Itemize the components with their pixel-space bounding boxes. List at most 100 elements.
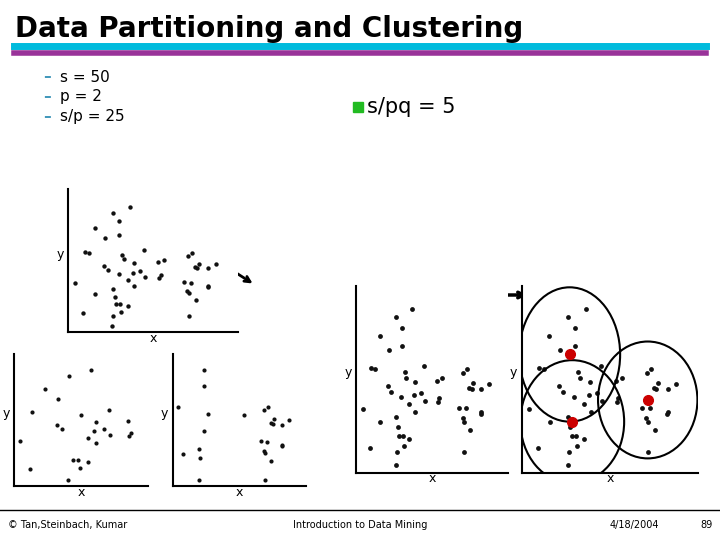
Point	[123, 432, 135, 441]
Point	[193, 445, 204, 454]
Point	[570, 432, 582, 441]
Point	[202, 281, 214, 290]
Point	[138, 246, 150, 254]
Point	[457, 414, 469, 423]
Point	[104, 406, 115, 415]
Point	[459, 448, 470, 456]
Point	[153, 274, 165, 282]
Point	[258, 406, 270, 415]
Y-axis label: y: y	[161, 407, 168, 420]
Point	[268, 415, 279, 424]
Y-axis label: y: y	[344, 366, 352, 379]
Point	[117, 251, 128, 260]
Point	[523, 405, 535, 414]
Point	[636, 403, 648, 412]
Point	[198, 427, 210, 436]
Point	[585, 408, 596, 416]
Point	[56, 425, 68, 434]
Point	[79, 247, 91, 256]
Point	[155, 271, 166, 279]
Text: © Tan,Steinbach, Kumar: © Tan,Steinbach, Kumar	[8, 520, 127, 530]
Text: Introduction to Data Mining: Introduction to Data Mining	[293, 520, 427, 530]
Point	[184, 289, 195, 298]
Point	[202, 410, 214, 418]
Point	[85, 366, 96, 375]
Text: –: –	[43, 70, 50, 84]
Point	[410, 408, 421, 416]
Point	[595, 362, 607, 370]
Point	[553, 382, 564, 390]
Point	[158, 255, 170, 264]
Point	[662, 385, 674, 394]
Point	[644, 404, 656, 413]
Point	[563, 447, 575, 456]
Point	[263, 403, 274, 411]
Point	[365, 364, 377, 373]
Point	[265, 418, 276, 427]
Point	[554, 346, 566, 354]
Point	[611, 398, 623, 407]
Point	[476, 385, 487, 394]
Point	[24, 464, 36, 473]
Point	[404, 434, 415, 443]
Point	[572, 368, 584, 377]
Point	[260, 449, 271, 458]
Point	[135, 266, 146, 275]
Point	[662, 409, 673, 418]
Point	[462, 365, 473, 374]
Point	[357, 405, 369, 414]
Point	[116, 308, 127, 316]
Point	[539, 365, 550, 374]
Point	[186, 248, 198, 257]
X-axis label: x: x	[235, 486, 243, 499]
Point	[585, 378, 596, 387]
Point	[62, 476, 73, 485]
Point	[199, 381, 210, 390]
Point	[104, 431, 116, 440]
Point	[436, 374, 448, 383]
Point	[382, 382, 394, 390]
Point	[670, 380, 682, 388]
Point	[578, 400, 590, 409]
X-axis label: x: x	[149, 332, 157, 345]
Point	[182, 252, 194, 260]
Point	[276, 442, 288, 450]
Point	[475, 408, 487, 416]
Point	[642, 417, 654, 426]
Point	[74, 463, 86, 472]
Point	[475, 409, 487, 418]
Point	[396, 324, 408, 333]
Point	[110, 300, 122, 308]
Point	[566, 432, 577, 441]
Point	[574, 374, 585, 382]
Point	[392, 422, 404, 431]
Point	[544, 418, 555, 427]
Point	[107, 312, 119, 320]
Point	[409, 378, 420, 387]
Point	[662, 408, 673, 416]
Point	[84, 248, 95, 257]
Point	[114, 217, 125, 226]
Point	[397, 432, 409, 441]
Point	[391, 447, 402, 456]
Point	[177, 450, 189, 458]
Point	[98, 261, 109, 270]
Point	[564, 422, 576, 431]
Point	[648, 383, 660, 392]
Point	[127, 268, 138, 277]
Point	[261, 437, 273, 446]
Point	[464, 426, 476, 434]
Point	[125, 202, 136, 211]
Point	[580, 305, 592, 314]
Point	[255, 437, 266, 445]
Point	[364, 444, 376, 453]
Point	[569, 393, 580, 401]
Point	[107, 208, 119, 217]
Point	[202, 264, 214, 273]
Y-axis label: y: y	[56, 247, 64, 261]
Point	[395, 393, 407, 401]
Point	[128, 281, 140, 290]
Point	[128, 259, 140, 267]
X-axis label: x: x	[606, 472, 614, 485]
Point	[276, 441, 288, 449]
